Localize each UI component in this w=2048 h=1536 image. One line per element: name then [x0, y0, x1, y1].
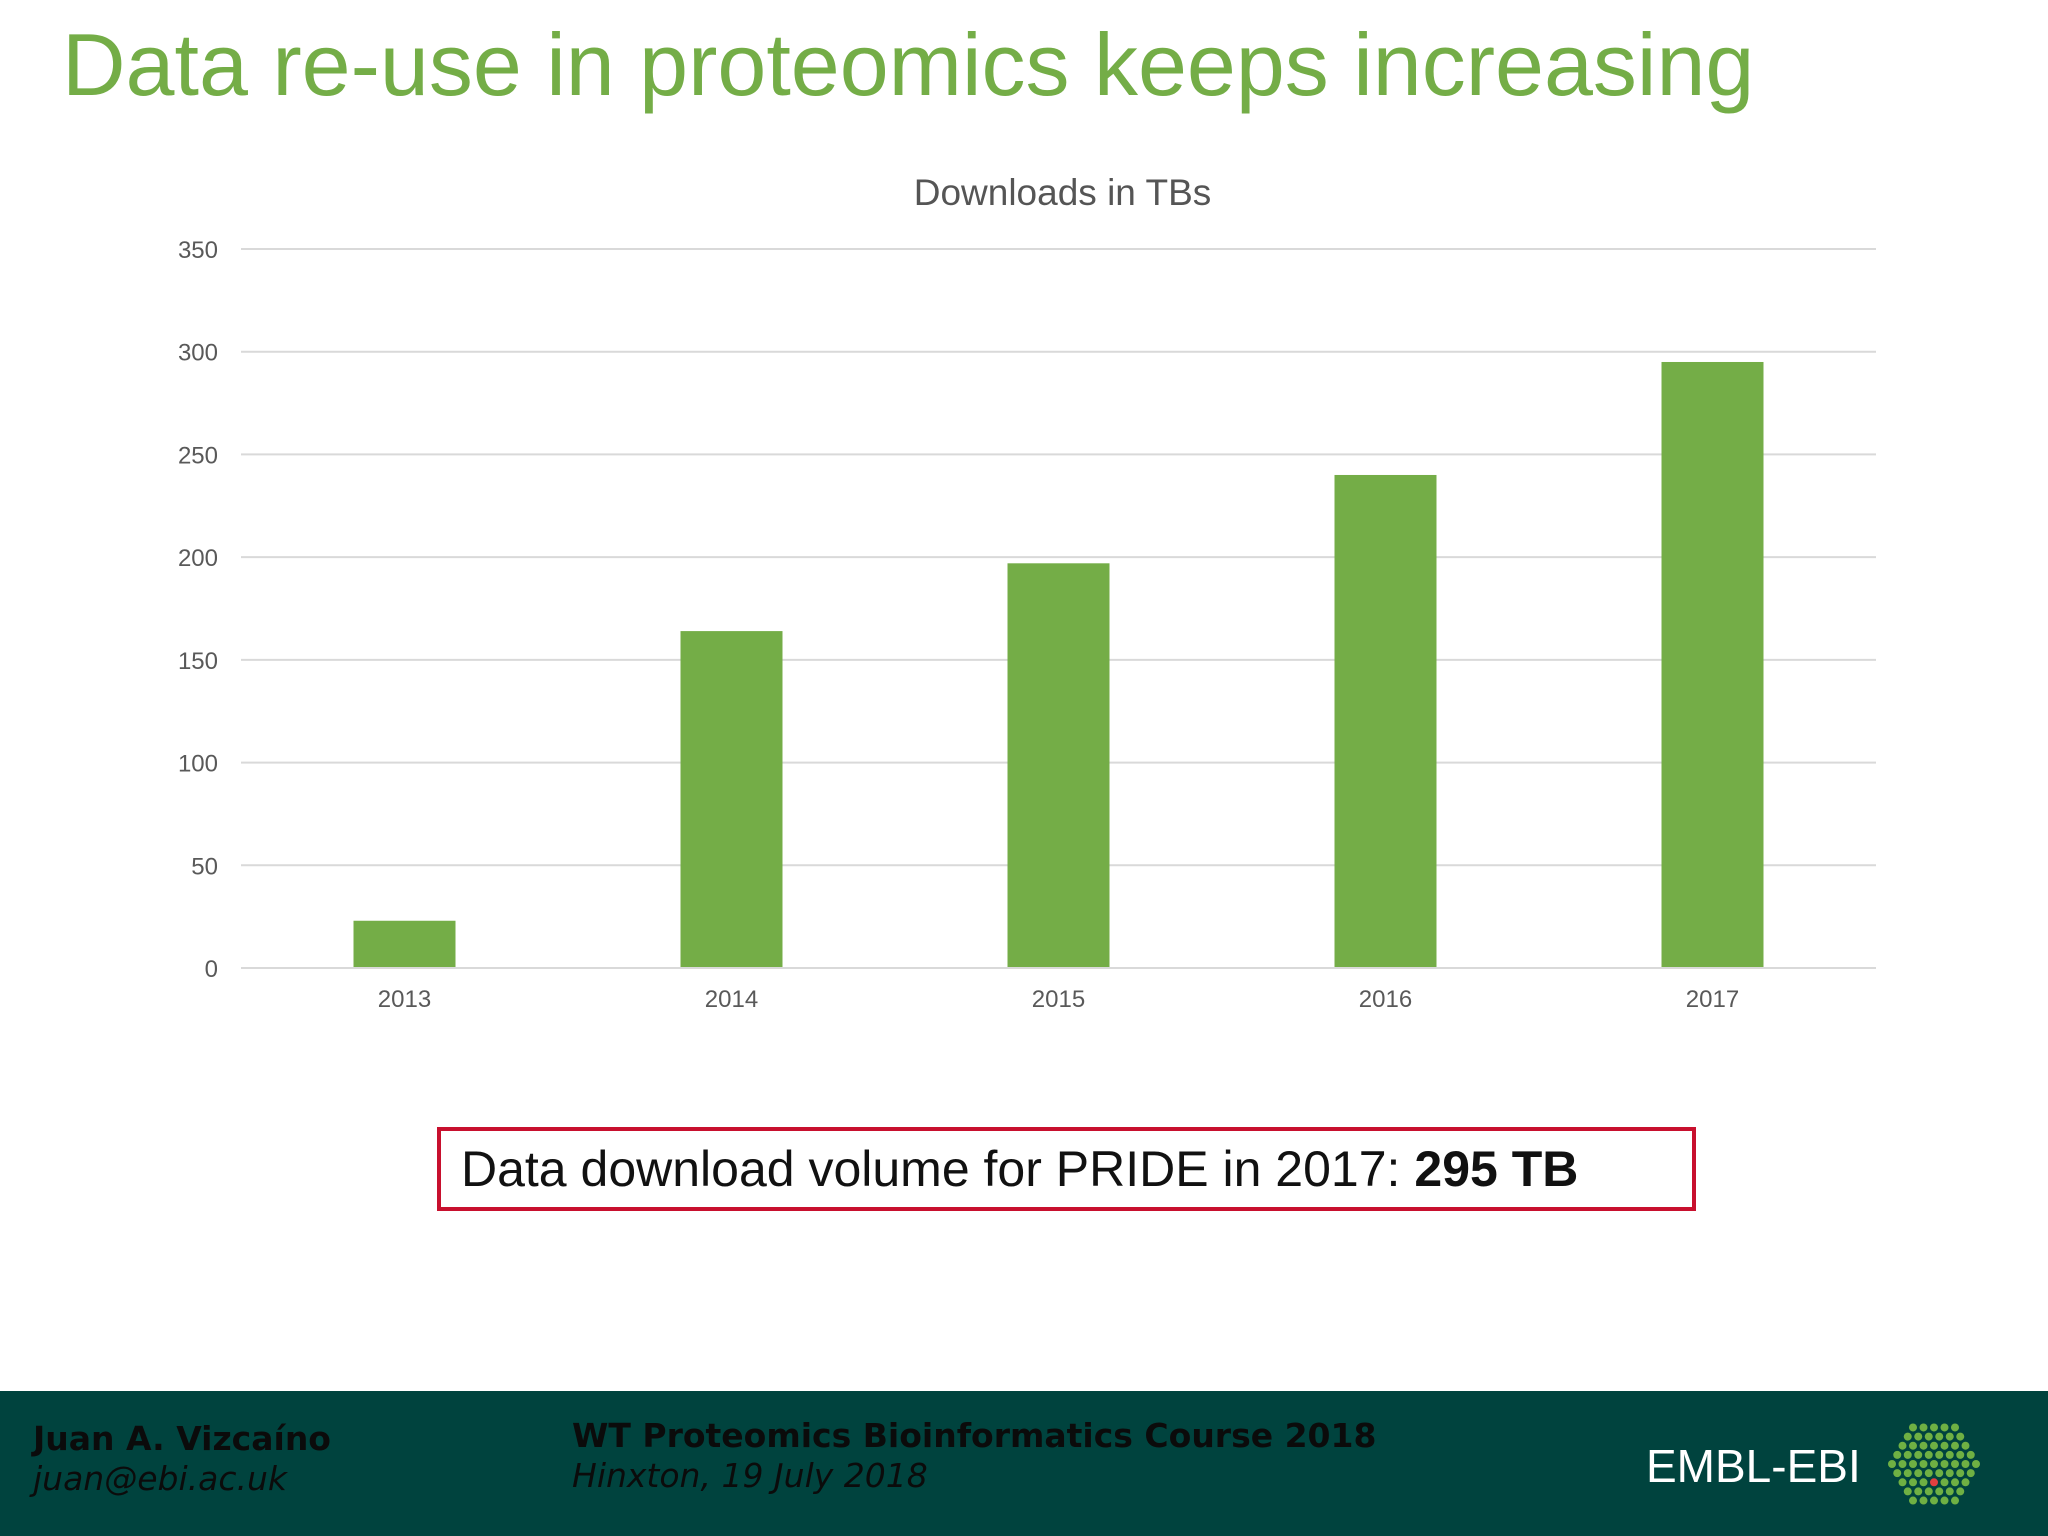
- x-tick-label: 2016: [1359, 986, 1412, 1013]
- logo-dot: [1924, 1450, 1933, 1459]
- logo-dot: [1940, 1478, 1949, 1487]
- logo-dot: [1914, 1432, 1923, 1441]
- logo-dot: [1893, 1450, 1902, 1459]
- logo-dot: [1940, 1460, 1949, 1468]
- footer-place-date: Hinxton, 19 July 2018: [572, 1456, 928, 1495]
- logo-dot: [1930, 1496, 1938, 1505]
- logo-dot: [1914, 1450, 1923, 1459]
- logo-dot: [1924, 1487, 1933, 1496]
- y-tick-label: 100: [178, 751, 218, 778]
- logo-dot: [1930, 1441, 1938, 1450]
- bar: [1334, 474, 1437, 968]
- footer-course: WT Proteomics Bioinformatics Course 2018: [572, 1416, 1377, 1455]
- logo-dot: [1956, 1432, 1965, 1441]
- logo-dot: [1935, 1487, 1944, 1496]
- logo-dot: [1924, 1432, 1933, 1441]
- logo-dot: [1945, 1469, 1954, 1478]
- logo-dot: [1903, 1450, 1912, 1459]
- logo-dot: [1935, 1432, 1944, 1441]
- logo-dot: [1930, 1423, 1938, 1432]
- bar-chart: Downloads in TBs 0 50 100 150 200 250 300 350 201…: [178, 172, 1876, 1013]
- logo-dot: [1909, 1478, 1917, 1487]
- logo-dot: [1961, 1478, 1970, 1487]
- logo-dot: [1945, 1487, 1954, 1496]
- logo-dot: [1956, 1450, 1965, 1459]
- embl-ebi-logo-text: EMBL-EBI: [1646, 1440, 1861, 1492]
- logo-dot: [1909, 1441, 1917, 1450]
- logo-dot: [1909, 1460, 1917, 1468]
- logo-dot: [1919, 1441, 1928, 1450]
- slide-title: Data re-use in proteomics keeps increasi…: [62, 15, 1755, 114]
- logo-dot: [1903, 1469, 1912, 1478]
- logo-dot: [1893, 1469, 1902, 1478]
- logo-dot: [1951, 1478, 1959, 1487]
- logo-dot: [1966, 1450, 1975, 1459]
- logo-dot: [1909, 1496, 1917, 1505]
- logo-dot-red: [1930, 1478, 1938, 1487]
- logo-dot: [1898, 1460, 1907, 1468]
- y-tick-label: 300: [178, 340, 218, 367]
- logo-dot: [1972, 1460, 1980, 1468]
- logo-dot: [1951, 1496, 1959, 1505]
- logo-dot: [1956, 1487, 1965, 1496]
- logo-dot: [1935, 1469, 1944, 1478]
- bar: [353, 920, 456, 968]
- logo-dot: [1961, 1441, 1970, 1450]
- logo-dot: [1956, 1469, 1965, 1478]
- logo-dot: [1951, 1441, 1959, 1450]
- y-tick-label: 350: [178, 237, 218, 264]
- logo-dot: [1966, 1469, 1975, 1478]
- footer-email: juan@ebi.ac.uk: [33, 1459, 288, 1498]
- logo-dot: [1940, 1496, 1949, 1505]
- x-tick-label: 2013: [378, 986, 431, 1013]
- logo-dot: [1935, 1450, 1944, 1459]
- logo-dot: [1951, 1460, 1959, 1468]
- y-tick-label: 50: [191, 853, 218, 880]
- logo-dot: [1945, 1450, 1954, 1459]
- y-tick-label: 0: [205, 956, 218, 983]
- bar: [680, 631, 783, 968]
- logo-dot: [1919, 1423, 1928, 1432]
- callout-text: Data download volume for PRIDE in 2017:: [461, 1141, 1401, 1197]
- footer-bar: Juan A. Vizcaíno juan@ebi.ac.uk WT Prote…: [0, 1391, 2048, 1536]
- x-tick-label: 2015: [1032, 986, 1085, 1013]
- logo-dot: [1940, 1441, 1949, 1450]
- bar: [1661, 361, 1764, 968]
- logo-dot: [1951, 1423, 1959, 1432]
- logo-dot: [1914, 1487, 1923, 1496]
- embl-ebi-logo-icon: [1888, 1423, 1980, 1505]
- logo-dot: [1903, 1487, 1912, 1496]
- logo-dot: [1919, 1496, 1928, 1505]
- x-tick-label: 2017: [1686, 986, 1739, 1013]
- logo-dot: [1909, 1423, 1917, 1432]
- x-tick-label: 2014: [705, 986, 758, 1013]
- logo-dot: [1898, 1478, 1907, 1487]
- logo-dot: [1903, 1432, 1912, 1441]
- logo-dot: [1919, 1460, 1928, 1468]
- callout-box: Data download volume for PRIDE in 2017: …: [437, 1127, 1696, 1211]
- callout-value: 295 TB: [1414, 1141, 1579, 1197]
- y-tick-label: 150: [178, 648, 218, 675]
- logo-dot: [1945, 1432, 1954, 1441]
- logo-dot: [1940, 1423, 1949, 1432]
- logo-dot: [1924, 1469, 1933, 1478]
- logo-dot: [1961, 1460, 1970, 1468]
- y-tick-label: 200: [178, 545, 218, 572]
- logo-dot: [1919, 1478, 1928, 1487]
- logo-dot: [1914, 1469, 1923, 1478]
- chart-title: Downloads in TBs: [914, 172, 1212, 213]
- bar: [1007, 563, 1110, 968]
- logo-dot: [1888, 1460, 1896, 1468]
- logo-dot: [1930, 1460, 1938, 1468]
- logo-dot: [1898, 1441, 1907, 1450]
- y-tick-label: 250: [178, 442, 218, 469]
- footer-author: Juan A. Vizcaíno: [33, 1419, 331, 1458]
